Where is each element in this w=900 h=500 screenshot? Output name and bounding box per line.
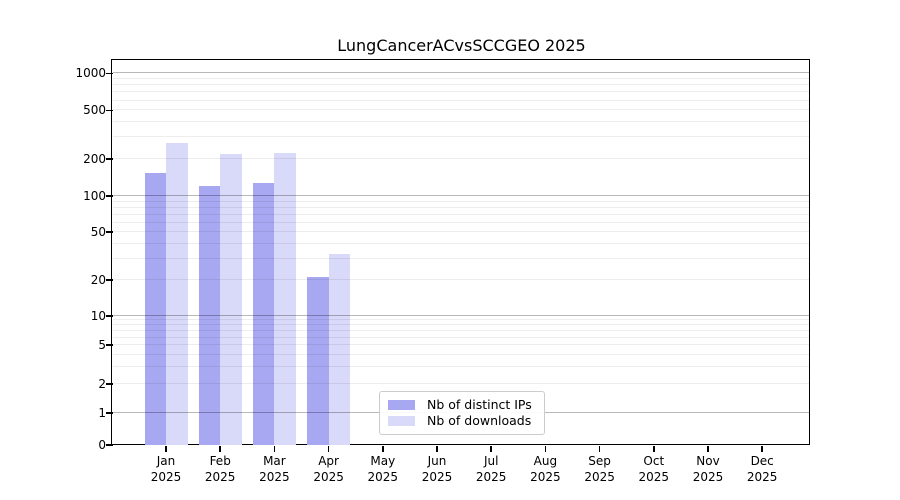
y-tick-mark (106, 344, 113, 346)
x-tick-label: Jul 2025 (475, 454, 507, 484)
y-tick-mark (106, 444, 113, 446)
x-tick-mark (761, 446, 763, 452)
legend-item-downloads: Nb of downloads (388, 412, 536, 428)
bar-distinct-ips (252, 183, 275, 445)
legend-swatch-downloads (388, 416, 415, 426)
legend-swatch-distinct-ips (388, 400, 415, 410)
x-tick-label: Apr 2025 (313, 454, 344, 484)
y-tick-label: 2 (98, 376, 106, 391)
x-tick-mark (707, 446, 709, 452)
x-tick-label: Oct 2025 (638, 454, 670, 484)
y-tick-mark (106, 383, 113, 385)
y-tick-label: 500 (83, 103, 106, 118)
y-tick-label: 5 (98, 338, 106, 353)
x-tick-label: Aug 2025 (530, 454, 561, 484)
legend: Nb of distinct IPs Nb of downloads (379, 391, 545, 435)
x-tick-label: Dec 2025 (746, 454, 778, 484)
plot-area: Nb of distinct IPs Nb of downloads (113, 61, 810, 445)
y-tick-label: 20 (90, 272, 106, 287)
x-tick-mark (165, 446, 167, 452)
x-tick-label: Feb 2025 (204, 454, 236, 484)
y-tick-mark (106, 412, 113, 414)
x-tick-mark (382, 446, 384, 452)
legend-item-distinct-ips: Nb of distinct IPs (388, 396, 536, 412)
y-tick-label: 10 (90, 309, 106, 323)
plot-border (111, 59, 811, 446)
y-tick-label: 50 (90, 225, 106, 240)
bar-downloads (166, 143, 188, 445)
y-tick-label: 1000 (75, 66, 106, 81)
y-tick-mark (106, 279, 113, 281)
x-tick-mark (327, 446, 330, 452)
bar-downloads (274, 152, 296, 445)
y-tick-mark (106, 231, 113, 233)
y-tick-mark (106, 315, 113, 317)
y-tick-mark (106, 195, 113, 197)
bar-distinct-ips (198, 186, 221, 445)
bar-distinct-ips (307, 277, 329, 445)
x-tick-mark (653, 446, 655, 452)
bars-layer (113, 61, 810, 445)
x-tick-label: May 2025 (367, 454, 399, 484)
bar-distinct-ips (144, 172, 166, 445)
x-tick-mark (219, 446, 221, 452)
y-tick-mark (106, 109, 113, 111)
x-tick-mark (436, 446, 438, 452)
legend-label-downloads: Nb of downloads (427, 412, 532, 428)
bar-downloads (328, 253, 351, 445)
y-tick-label: 200 (83, 152, 106, 167)
legend-label-distinct-ips: Nb of distinct IPs (427, 396, 532, 412)
x-tick-label: Jun 2025 (421, 454, 453, 484)
x-tick-mark (544, 446, 547, 452)
y-tick-label: 0 (98, 438, 106, 452)
x-tick-mark (598, 446, 601, 452)
y-tick-label: 1 (98, 406, 106, 420)
y-tick-mark (106, 72, 113, 75)
chart-title: LungCancerACvsSCCGEO 2025 (337, 36, 586, 55)
x-tick-label: Sep 2025 (584, 454, 615, 484)
y-tick-mark (106, 158, 113, 160)
x-tick-label: Mar 2025 (259, 454, 290, 484)
x-tick-label: Jan 2025 (150, 454, 182, 484)
x-tick-mark (490, 446, 492, 452)
x-tick-mark (273, 446, 276, 452)
y-tick-label: 100 (83, 189, 106, 203)
x-tick-label: Nov 2025 (692, 454, 724, 484)
bar-downloads (220, 154, 242, 445)
